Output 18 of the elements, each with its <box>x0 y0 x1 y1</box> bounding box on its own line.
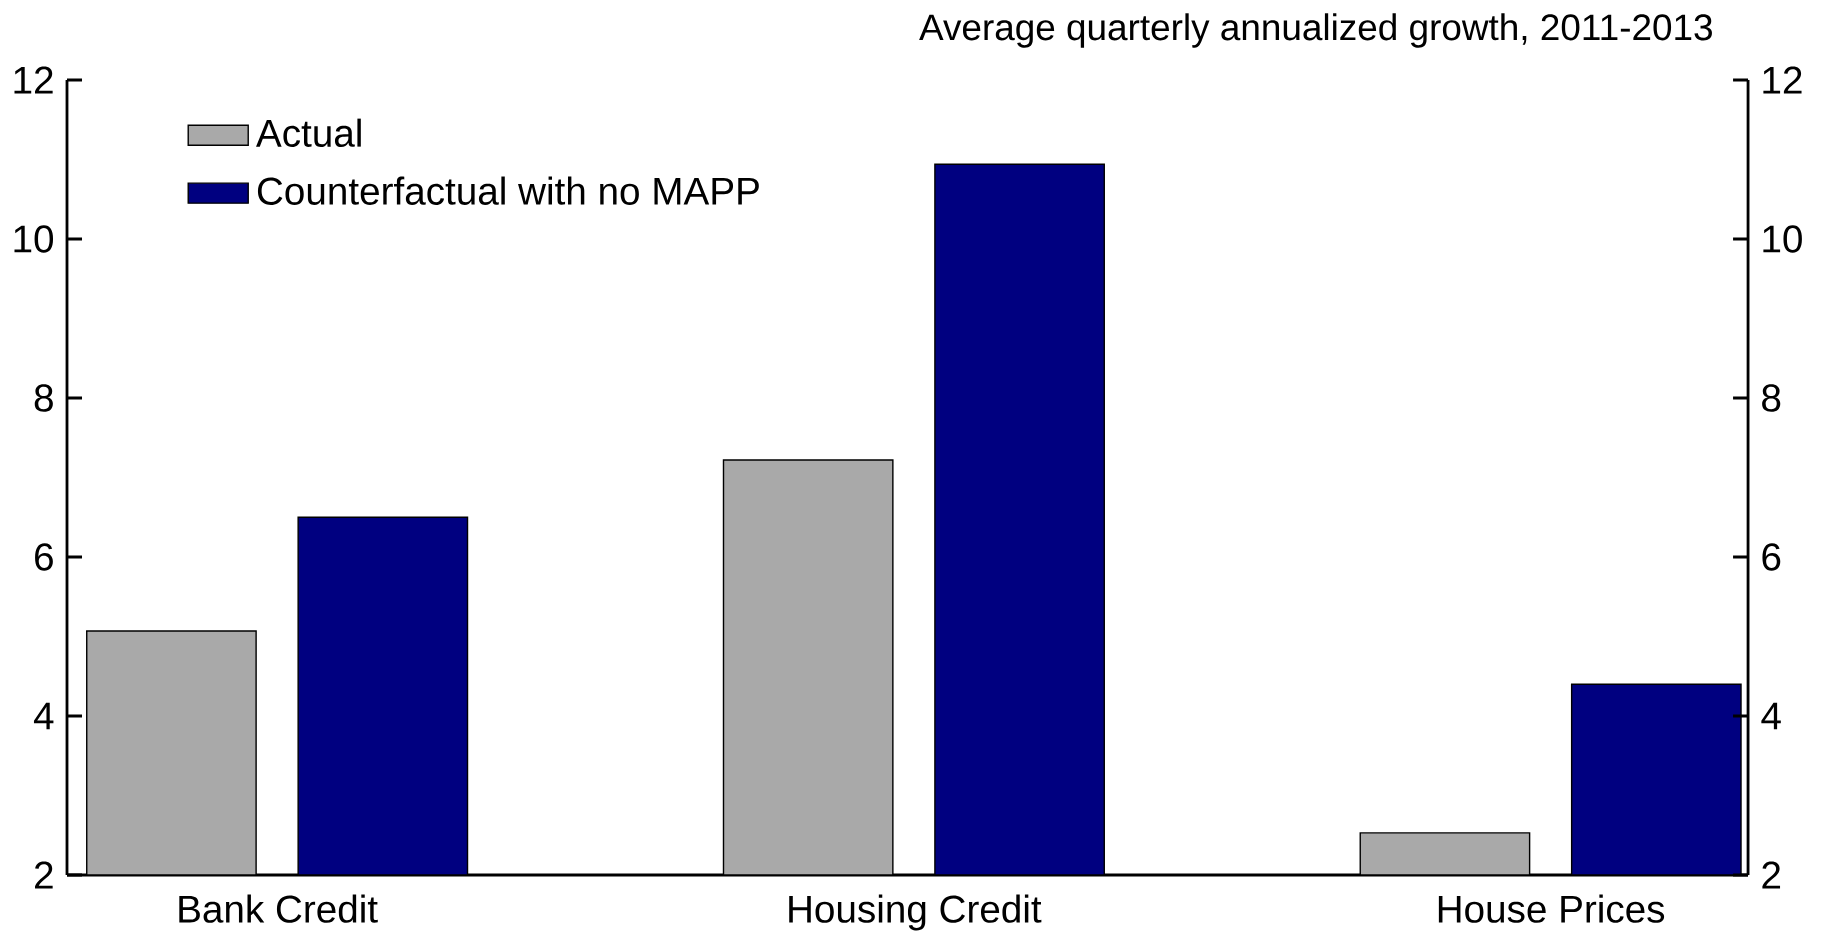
y-tick-label: 6 <box>1762 543 1781 571</box>
y2-tick-label: 10 <box>14 225 54 253</box>
legend-label: Actual <box>256 118 361 148</box>
x-tick-label: Housing Credit <box>789 894 1042 931</box>
y-tick-label: 4 <box>1761 702 1781 730</box>
y-tick-label: 12 <box>1763 66 1802 94</box>
x-tick-label: Bank Credit <box>179 894 378 923</box>
y-tick-label: 10 <box>1763 225 1802 253</box>
y2-tick-label: 12 <box>14 66 53 94</box>
chart-title: Average quarterly annualized growth, 2011-2013 <box>919 13 1712 48</box>
x-tick-label: House Prices <box>1438 894 1665 923</box>
y2-tick-label: 8 <box>34 384 53 412</box>
y2-tick-label: 4 <box>33 702 54 730</box>
y-tick-label: 8 <box>1762 384 1781 412</box>
y2-tick-label: 2 <box>35 861 53 889</box>
y2-tick-label: 6 <box>35 543 53 571</box>
y-tick-label: 2 <box>1762 861 1781 889</box>
legend-label: Counterfactual with no MAPP <box>257 176 759 205</box>
